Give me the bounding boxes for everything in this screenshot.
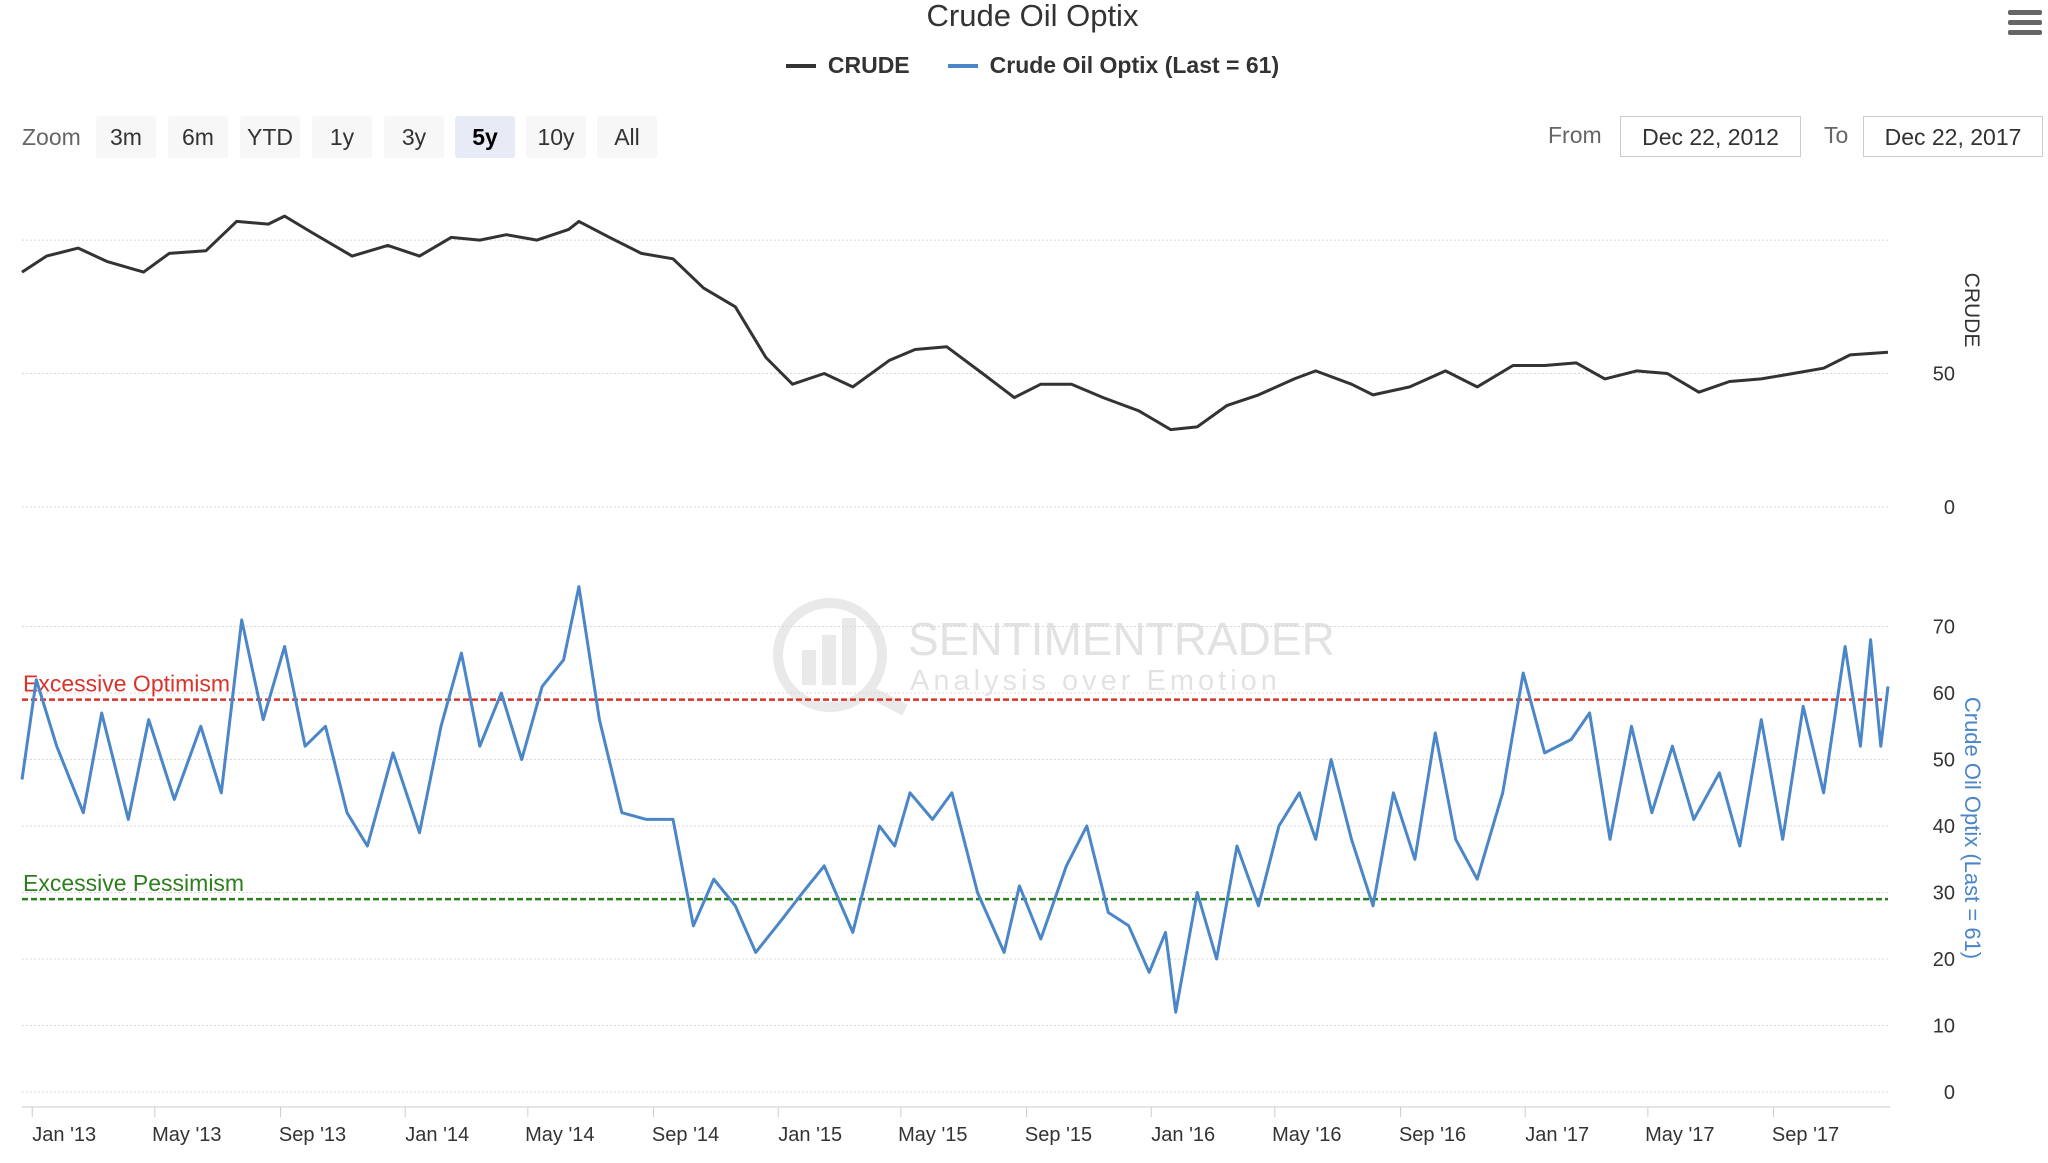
zoom-button-ytd[interactable]: YTD bbox=[240, 116, 300, 158]
x-tick-label: May '16 bbox=[1272, 1124, 1341, 1146]
y-tick-label: 20 bbox=[1933, 949, 1955, 971]
x-tick-label: Sep '15 bbox=[1025, 1124, 1092, 1146]
x-axis-ticks: Jan '13 May '13 Sep '13 Jan '14 May '14 Sep '… bbox=[31, 1107, 1839, 1146]
x-tick-label: May '15 bbox=[898, 1124, 967, 1146]
legend-line-icon bbox=[947, 63, 978, 68]
x-tick-label: Sep '16 bbox=[1399, 1124, 1466, 1146]
chart-title: Crude Oil Optix bbox=[926, 0, 1139, 33]
series-line bbox=[21, 214, 1889, 432]
x-tick-label: Jan '17 bbox=[1525, 1124, 1589, 1146]
crude-axis-label: CRUDE bbox=[1960, 273, 1983, 348]
sentimentrader-watermark: SENTIMENTRADER Analysis over Emotion bbox=[773, 598, 1335, 716]
legend-item-optix[interactable]: Crude Oil Optix (Last = 61) bbox=[947, 52, 1280, 79]
watermark-magnifier-handle bbox=[863, 684, 908, 716]
zoom-button-1y[interactable]: 1y bbox=[312, 116, 372, 158]
reference-line-label: Excessive Pessimism bbox=[23, 870, 244, 896]
from-label: From bbox=[1548, 122, 1602, 148]
from-date-input[interactable]: Dec 22, 2012 bbox=[1620, 116, 1801, 157]
watermark-name: SENTIMENTRADER bbox=[908, 613, 1335, 665]
hamburger-menu-icon[interactable] bbox=[2008, 10, 2042, 40]
legend-item-crude[interactable]: CRUDE bbox=[785, 52, 910, 79]
y-tick-label: 60 bbox=[1933, 683, 1955, 705]
to-date-input[interactable]: Dec 22, 2017 bbox=[1863, 116, 2043, 157]
reference-lines: Excessive Optimism Excessive Pessimism bbox=[22, 671, 1888, 901]
series-lines bbox=[20, 214, 1890, 1014]
zoom-button-10y[interactable]: 10y bbox=[526, 116, 586, 158]
bottom-grid bbox=[22, 626, 1888, 1093]
x-tick-label: Sep '14 bbox=[652, 1124, 719, 1146]
x-tick-label: Jan '14 bbox=[405, 1124, 469, 1146]
optix-axis-label: Crude Oil Optix (Last = 61) bbox=[1960, 697, 1985, 959]
y-tick-label: 10 bbox=[1933, 1016, 1955, 1038]
y-axis-ticks: 0 50 0 10 20 30 40 50 60 70 bbox=[1933, 364, 1955, 1104]
watermark-tagline: Analysis over Emotion bbox=[910, 665, 1281, 697]
watermark-logo-icon bbox=[773, 598, 887, 712]
zoom-button-3y[interactable]: 3y bbox=[384, 116, 444, 158]
legend-label-crude: CRUDE bbox=[827, 52, 910, 78]
x-tick-label: Sep '17 bbox=[1772, 1124, 1839, 1146]
top-grid bbox=[22, 239, 1888, 508]
series-line bbox=[20, 585, 1890, 1014]
x-tick-label: May '13 bbox=[152, 1124, 221, 1146]
x-tick-label: Jan '15 bbox=[778, 1124, 842, 1146]
x-tick-label: Sep '13 bbox=[279, 1124, 346, 1146]
legend-label-optix: Crude Oil Optix (Last = 61) bbox=[989, 52, 1280, 78]
y-tick-label: 0 bbox=[1944, 1082, 1955, 1104]
reference-line-label: Excessive Optimism bbox=[23, 671, 230, 697]
x-tick-label: Jan '13 bbox=[32, 1124, 96, 1146]
zoom-button-all[interactable]: All bbox=[597, 116, 657, 158]
legend-line-icon bbox=[785, 63, 816, 68]
y-tick-label: 30 bbox=[1933, 883, 1955, 905]
zoom-button-3m[interactable]: 3m bbox=[96, 116, 156, 158]
y-tick-label: 50 bbox=[1933, 364, 1955, 386]
y-tick-label: 70 bbox=[1933, 617, 1955, 639]
to-label: To bbox=[1824, 122, 1849, 148]
legend: CRUDE Crude Oil Optix (Last = 61) bbox=[0, 52, 2048, 79]
y-tick-label: 40 bbox=[1933, 816, 1955, 838]
x-tick-label: May '17 bbox=[1645, 1124, 1714, 1146]
zoom-label: Zoom bbox=[22, 124, 81, 150]
x-tick-label: May '14 bbox=[525, 1124, 594, 1146]
zoom-button-6m[interactable]: 6m bbox=[168, 116, 228, 158]
y-tick-label: 50 bbox=[1933, 750, 1955, 772]
y-tick-label: 0 bbox=[1944, 497, 1955, 519]
x-tick-label: Jan '16 bbox=[1151, 1124, 1215, 1146]
zoom-button-5y[interactable]: 5y bbox=[455, 116, 515, 158]
